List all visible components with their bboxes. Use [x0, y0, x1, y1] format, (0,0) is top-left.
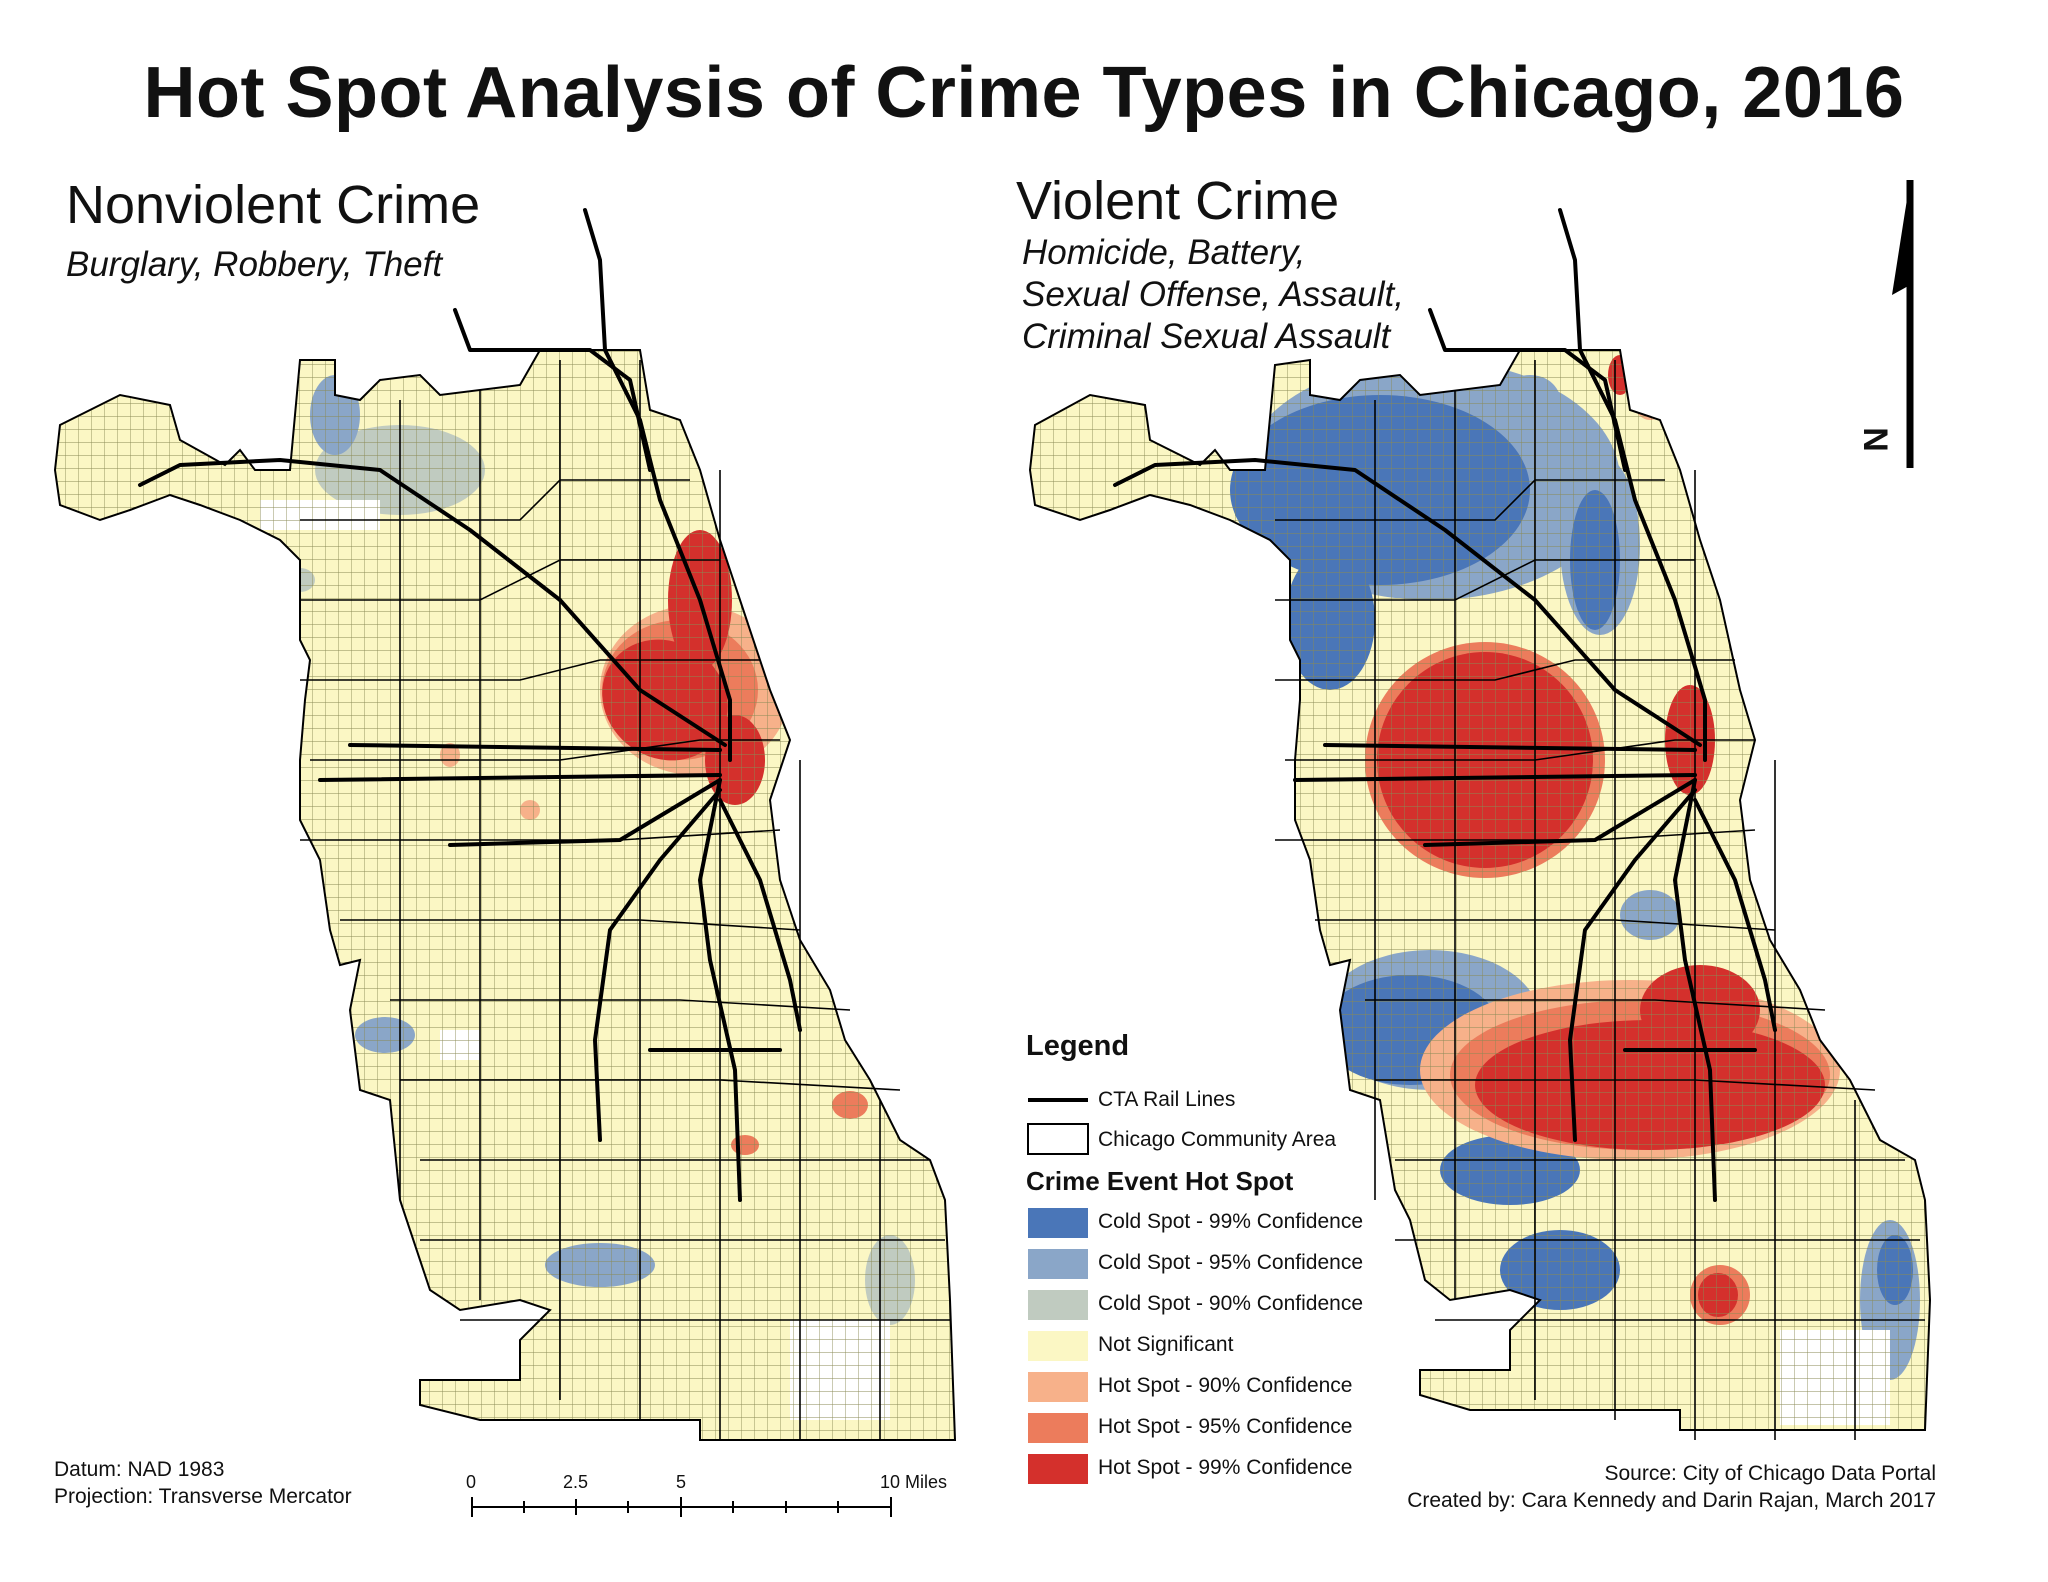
cta-rail-line	[1693, 798, 1777, 1032]
legend-swatch	[1028, 1208, 1088, 1238]
chicago-outline-left	[53, 349, 957, 1441]
legend-swatch	[1028, 1249, 1088, 1279]
datum-info: Datum: NAD 1983 Projection: Transverse M…	[54, 1456, 352, 1510]
legend-swatch	[1028, 1331, 1088, 1361]
created-by-line: Created by: Cara Kennedy and Darin Rajan…	[1407, 1489, 1936, 1512]
left-panel-title: Nonviolent Crime	[66, 175, 481, 235]
right-panel-title: Violent Crime	[1016, 171, 1340, 231]
cta-rail-line	[1568, 788, 1697, 1142]
legend-swatch	[1028, 1372, 1088, 1402]
legend-class-label: Hot Spot - 99% Confidence	[1098, 1456, 1353, 1479]
cta-rail-line	[583, 208, 732, 762]
cta-rail-line	[718, 798, 802, 1032]
legend-class-list: Cold Spot - 99% Confidence Cold Spot - 95…	[1028, 1208, 1448, 1498]
legend-class-label: Hot Spot - 90% Confidence	[1098, 1374, 1353, 1397]
legend-title: Legend	[1026, 1030, 1130, 1062]
legend-class-label: Hot Spot - 95% Confidence	[1098, 1415, 1353, 1438]
cta-rail-line	[1558, 208, 1707, 762]
chicago-outline-right	[1028, 349, 1932, 1431]
cta-rail-line	[1428, 308, 1627, 472]
cta-rail-line	[1423, 778, 1697, 847]
scale-label-0: 0	[466, 1472, 477, 1492]
cta-rail-line	[698, 778, 742, 1202]
community-area-symbol	[1027, 1123, 1089, 1155]
cta-rail-line	[1113, 458, 1702, 747]
hot-spot-layer-left	[55, 350, 955, 1440]
cta-rail-line	[1293, 773, 1697, 782]
legend-swatch	[1028, 1454, 1088, 1484]
scale-label-2-5: 2.5	[563, 1472, 589, 1492]
cta-rail-line	[318, 773, 722, 782]
source-line: Source: City of Chicago Data Portal	[1604, 1462, 1937, 1485]
cta-rail-line	[1323, 743, 1697, 752]
right-subtitle-line: Sexual Offense, Assault,	[1022, 275, 1404, 314]
cta-rail-line	[1673, 778, 1717, 1202]
cta-rail-line	[448, 778, 722, 847]
legend-class-label: Not Significant	[1098, 1333, 1234, 1356]
datum-line: Datum: NAD 1983	[54, 1458, 225, 1481]
right-panel-subtitle: Homicide, Battery, Sexual Offense, Assau…	[1022, 232, 1404, 358]
north-arrow	[1892, 180, 1914, 468]
right-subtitle-line: Homicide, Battery,	[1022, 233, 1306, 272]
projection-line: Projection: Transverse Mercator	[54, 1485, 352, 1508]
cta-rail-line	[138, 458, 727, 747]
legend-swatch	[1028, 1290, 1088, 1320]
cta-rail-line	[348, 743, 722, 752]
map-title: Hot Spot Analysis of Crime Types in Chic…	[143, 53, 1905, 133]
scale-bar	[471, 1497, 892, 1517]
community-area-boundary	[300, 479, 690, 521]
legend-class-label: Cold Spot - 95% Confidence	[1098, 1251, 1363, 1274]
scale-label-5: 5	[676, 1472, 687, 1492]
legend-class-label: Cold Spot - 90% Confidence	[1098, 1292, 1363, 1315]
legend-class-label: Cold Spot - 99% Confidence	[1098, 1210, 1363, 1233]
cta-rail-lines-right	[1113, 208, 1777, 1202]
cta-rail-line	[593, 788, 722, 1142]
legend-hotspot-title: Crime Event Hot Spot	[1026, 1166, 1294, 1196]
community-area-boundary	[1275, 479, 1665, 521]
scale-label-10: 10 Miles	[880, 1472, 948, 1492]
cta-rail-line	[453, 308, 652, 472]
legend-community-label: Chicago Community Area	[1098, 1128, 1337, 1151]
left-panel-subtitle: Burglary, Robbery, Theft	[66, 245, 443, 284]
legend-rail-label: CTA Rail Lines	[1098, 1088, 1236, 1111]
cta-rail-lines-left	[138, 208, 802, 1202]
nonviolent-crime-map	[53, 208, 957, 1441]
legend: Legend	[1026, 1030, 1129, 1063]
north-label: N	[1855, 427, 1894, 452]
credits: Source: City of Chicago Data Portal Crea…	[1407, 1460, 1936, 1514]
right-subtitle-line: Criminal Sexual Assault	[1022, 317, 1391, 356]
legend-swatch	[1028, 1413, 1088, 1443]
